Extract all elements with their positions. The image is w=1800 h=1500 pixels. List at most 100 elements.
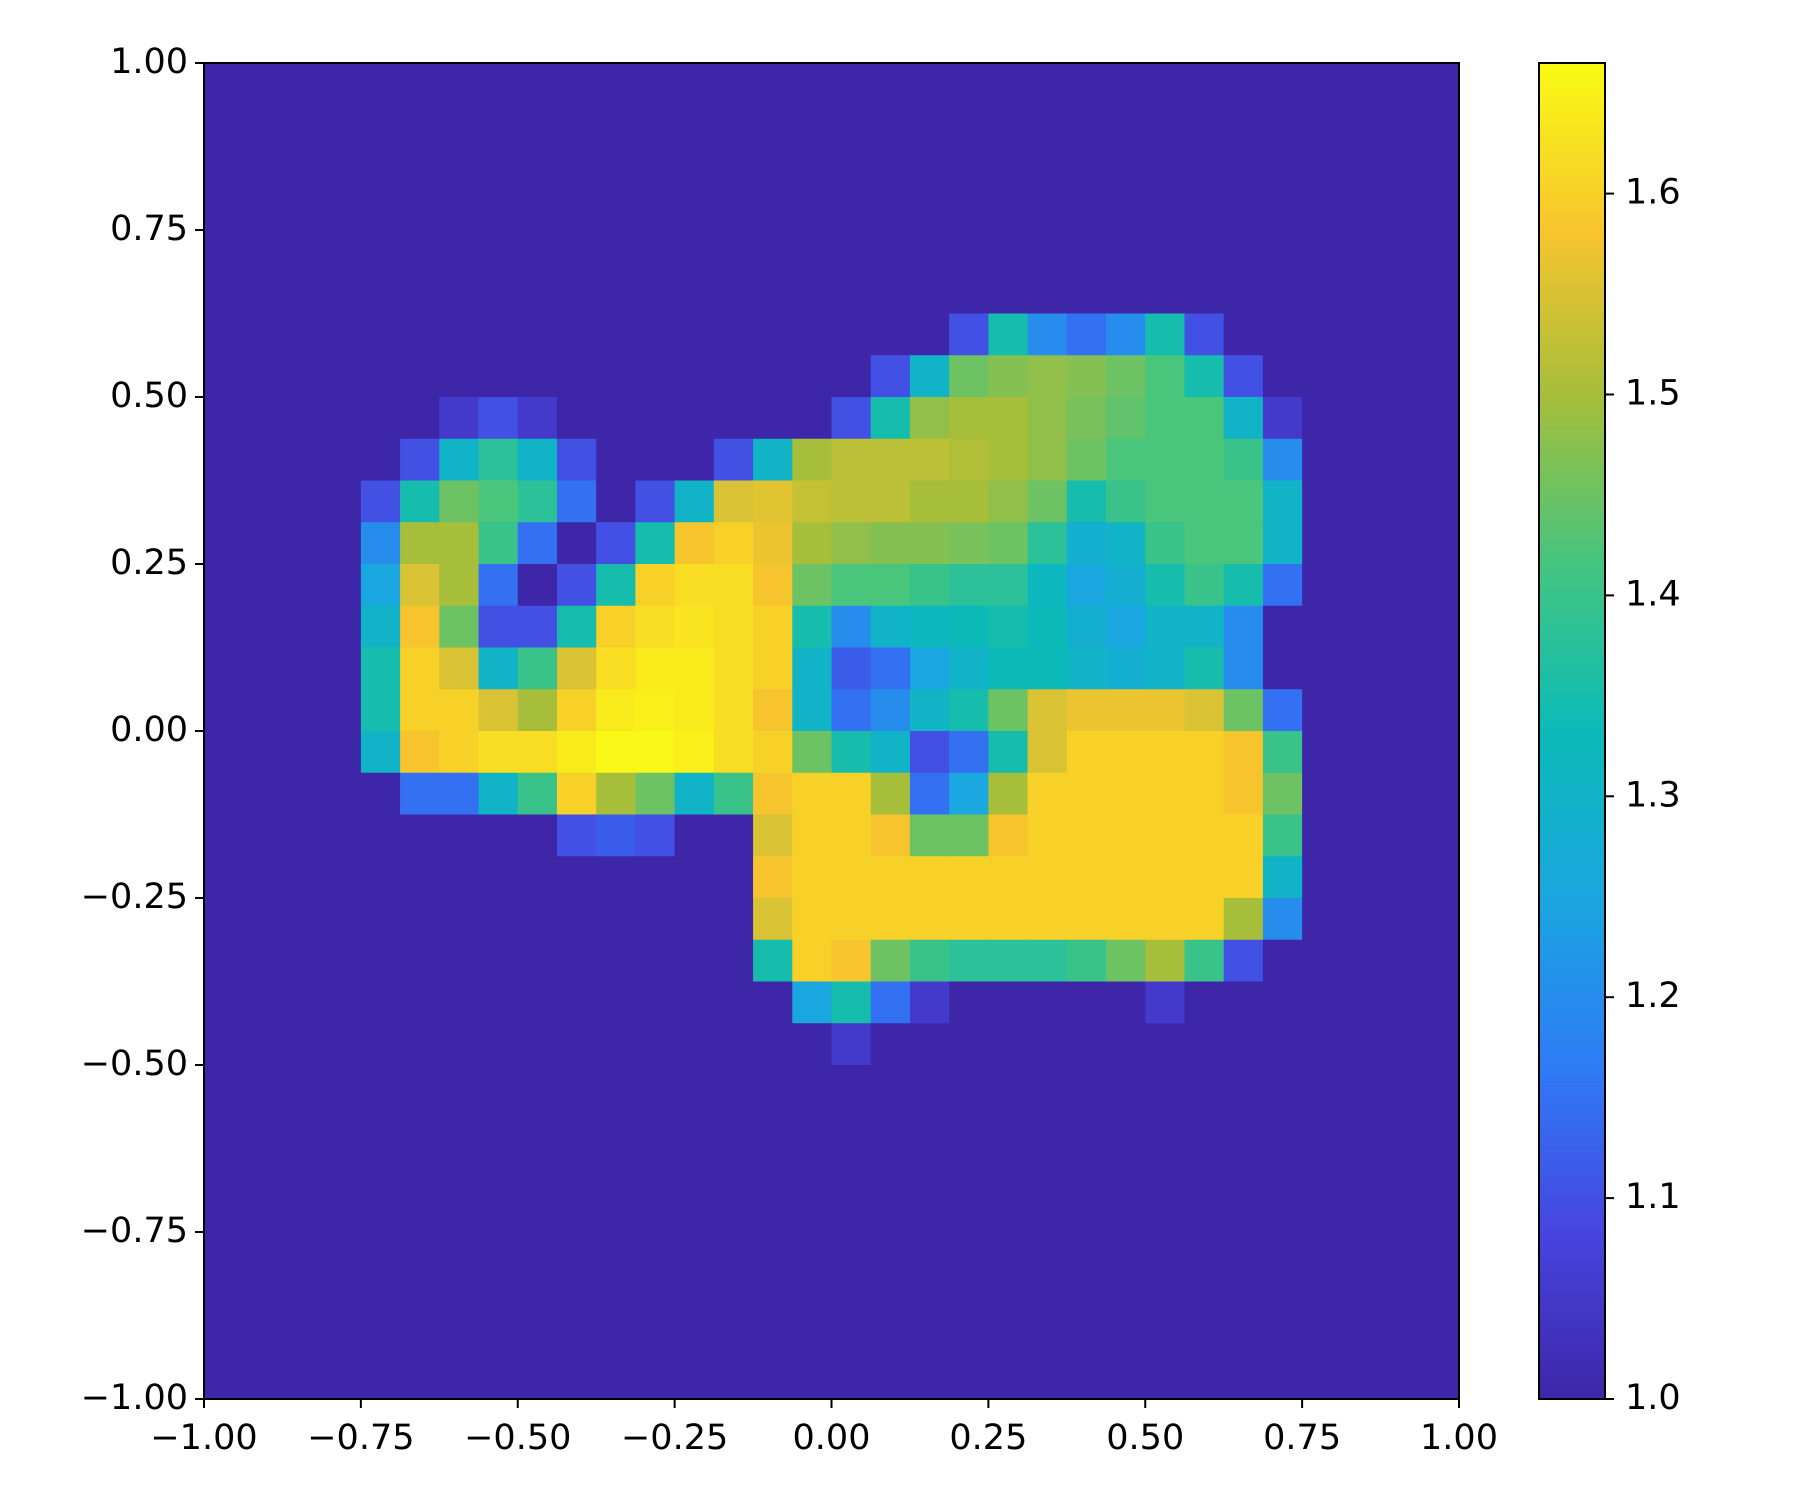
heatmap-cell: [243, 898, 284, 941]
heatmap-cell: [360, 480, 401, 523]
heatmap-cell: [1380, 939, 1421, 983]
heatmap-cell: [1262, 981, 1303, 1024]
heatmap-cell: [204, 1023, 244, 1066]
heatmap-cell: [1223, 1065, 1264, 1108]
heatmap-cell: [1262, 1190, 1303, 1233]
heatmap-cell: [1302, 397, 1342, 440]
heatmap-cell: [1184, 898, 1225, 941]
heatmap-cell: [204, 939, 244, 983]
heatmap-cell: [556, 1148, 597, 1191]
heatmap-cell: [1419, 230, 1460, 273]
heatmap-cell: [1106, 564, 1146, 607]
heatmap-cell: [243, 188, 284, 231]
heatmap-cell: [713, 438, 754, 482]
heatmap-cell: [1341, 104, 1382, 148]
heatmap-cell: [1419, 814, 1460, 857]
heatmap-cell: [400, 1357, 440, 1400]
heatmap-cell: [713, 772, 754, 816]
heatmap-cell: [909, 1148, 950, 1191]
heatmap-cell: [517, 605, 558, 649]
heatmap-cell: [243, 1023, 284, 1066]
heatmap-cell: [949, 480, 989, 523]
heatmap-cell: [1380, 981, 1421, 1024]
heatmap-cell: [1145, 397, 1186, 440]
heatmap-cell: [635, 1315, 676, 1358]
heatmap-cell: [1419, 1106, 1460, 1150]
heatmap-cell: [988, 63, 1029, 106]
heatmap-cell: [988, 313, 1029, 356]
heatmap-cell: [1341, 438, 1382, 482]
heatmap-cell: [517, 1148, 558, 1191]
heatmap-cell: [831, 355, 872, 398]
heatmap-cell: [282, 438, 323, 482]
heatmap-cell: [439, 1106, 480, 1150]
heatmap-cell: [1223, 230, 1264, 273]
heatmap-cell: [1027, 230, 1068, 273]
heatmap-cell: [321, 1232, 362, 1275]
heatmap-cell: [439, 981, 480, 1024]
heatmap-cell: [439, 564, 480, 607]
heatmap-cell: [1380, 480, 1421, 523]
heatmap-cell: [988, 230, 1029, 273]
heatmap-cell: [1302, 1065, 1342, 1108]
heatmap-cell: [400, 1023, 440, 1066]
heatmap-cell: [1223, 898, 1264, 941]
heatmap-cell: [282, 313, 323, 356]
heatmap-cell: [792, 271, 833, 315]
heatmap-cell: [1262, 1148, 1303, 1191]
heatmap-cell: [1302, 856, 1342, 899]
heatmap-cell: [360, 856, 401, 899]
heatmap-cell: [1066, 313, 1107, 356]
y-tick-label: −0.50: [81, 1044, 188, 1084]
heatmap-cell: [949, 939, 989, 983]
heatmap-cell: [674, 898, 715, 941]
heatmap-cell: [949, 230, 989, 273]
heatmap-cell: [1066, 438, 1107, 482]
heatmap-cell: [282, 814, 323, 857]
heatmap-cell: [870, 647, 911, 690]
heatmap-cell: [831, 522, 872, 565]
heatmap-cell: [753, 188, 793, 231]
heatmap-cell: [1027, 1148, 1068, 1191]
heatmap-cell: [1341, 981, 1382, 1024]
heatmap-cell: [321, 1190, 362, 1233]
heatmap-cell: [674, 731, 715, 774]
heatmap-cell: [674, 647, 715, 690]
heatmap-cell: [1380, 271, 1421, 315]
heatmap-cell: [909, 1232, 950, 1275]
heatmap-cell: [1419, 1148, 1460, 1191]
heatmap-cell: [1419, 397, 1460, 440]
heatmap-cell: [949, 1190, 989, 1233]
heatmap-cell: [1262, 605, 1303, 649]
heatmap-cell: [1302, 1232, 1342, 1275]
heatmap-cell: [909, 689, 950, 732]
heatmap-cell: [1106, 1106, 1146, 1150]
heatmap-cell: [949, 605, 989, 649]
heatmap-cell: [1380, 438, 1421, 482]
heatmap-cell: [988, 1357, 1029, 1400]
heatmap-cell: [635, 1148, 676, 1191]
heatmap-cell: [1419, 1190, 1460, 1233]
colorbar-tick-label: 1.4: [1625, 574, 1681, 614]
heatmap-cell: [556, 230, 597, 273]
x-tick-label: 1.00: [1420, 1418, 1498, 1458]
heatmap-cell: [439, 355, 480, 398]
heatmap-cell: [1302, 480, 1342, 523]
heatmap-cell: [635, 63, 676, 106]
heatmap-cell: [1106, 1315, 1146, 1358]
heatmap-cell: [1066, 355, 1107, 398]
heatmap-cell: [321, 63, 362, 106]
heatmap-cell: [1341, 522, 1382, 565]
heatmap-cell: [400, 104, 440, 148]
heatmap-cell: [870, 1232, 911, 1275]
heatmap-cell: [1262, 397, 1303, 440]
heatmap-cell: [596, 480, 637, 523]
heatmap-cell: [988, 1315, 1029, 1358]
heatmap-cell: [988, 898, 1029, 941]
heatmap-cell: [1106, 188, 1146, 231]
heatmap-cell: [360, 397, 401, 440]
heatmap-cell: [596, 146, 637, 189]
heatmap-cell: [243, 522, 284, 565]
heatmap-cell: [1262, 1023, 1303, 1066]
heatmap-cell: [1184, 1315, 1225, 1358]
